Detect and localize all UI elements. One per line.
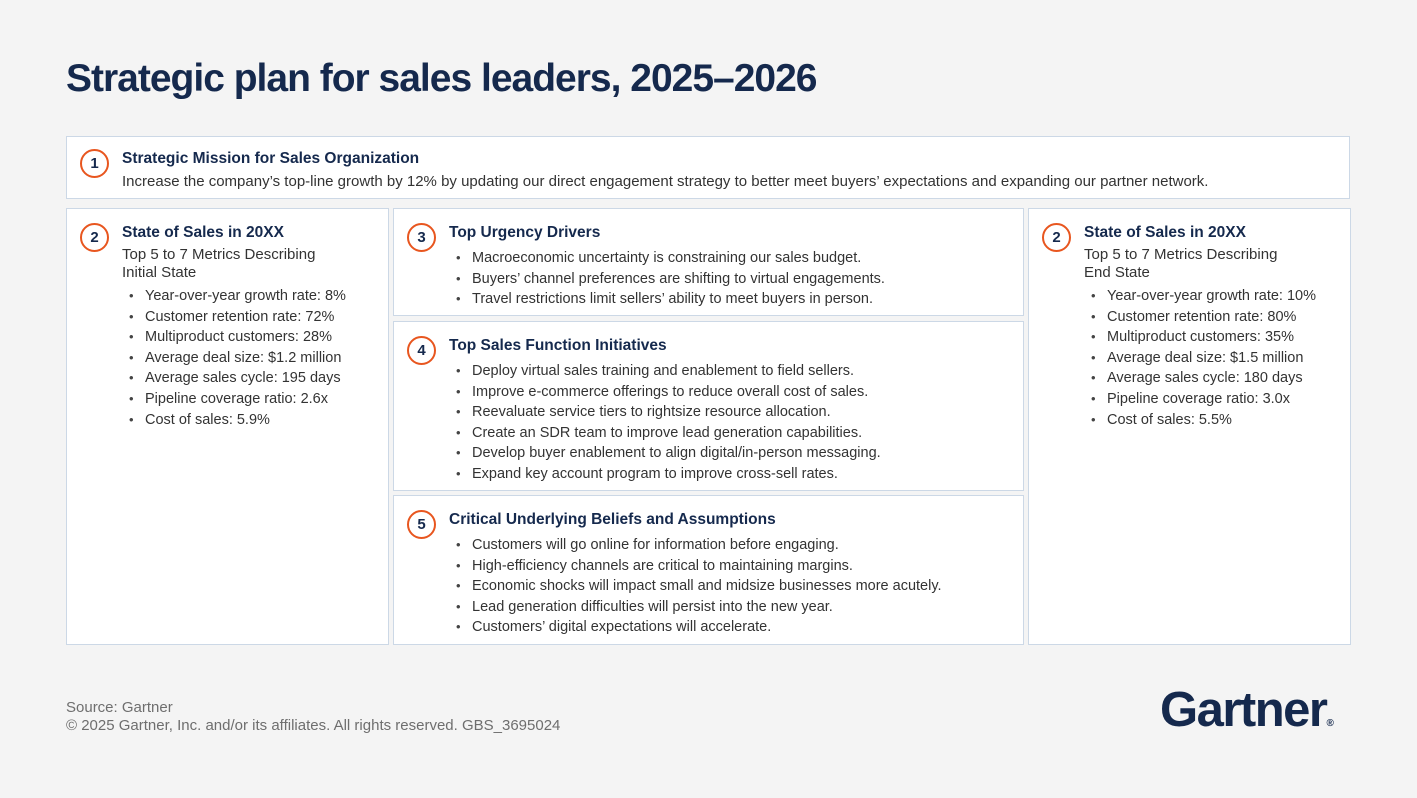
beliefs-list: Customers will go online for information…: [449, 535, 942, 638]
page-title: Strategic plan for sales leaders, 2025–2…: [66, 57, 817, 100]
bullet-item: Lead generation difficulties will persis…: [449, 597, 942, 618]
bullet-item: Average sales cycle: 180 days: [1084, 368, 1316, 389]
copyright-line: © 2025 Gartner, Inc. and/or its affiliat…: [66, 717, 561, 734]
card-strategic-mission: 1 Strategic Mission for Sales Organizati…: [66, 136, 1350, 199]
card-beliefs-assumptions: 5 Critical Underlying Beliefs and Assump…: [393, 495, 1024, 645]
initiatives-title: Top Sales Function Initiatives: [449, 337, 667, 354]
registered-trademark-icon: ®: [1326, 718, 1334, 729]
bullet-item: Reevaluate service tiers to rightsize re…: [449, 402, 881, 423]
card-content: Top Urgency Drivers Macroeconomic uncert…: [449, 222, 885, 310]
bullet-item: Year-over-year growth rate: 8%: [122, 286, 346, 307]
card-row: 1 Strategic Mission for Sales Organizati…: [67, 137, 1349, 205]
bullet-item: Economic shocks will impact small and mi…: [449, 576, 942, 597]
card-content: State of Sales in 20XX Top 5 to 7 Metric…: [122, 222, 346, 430]
subtitle-line-1: Top 5 to 7 Metrics Describing: [1084, 246, 1278, 263]
card-end-state: 2 State of Sales in 20XX Top 5 to 7 Metr…: [1028, 208, 1351, 645]
urgency-drivers-title: Top Urgency Drivers: [449, 224, 601, 241]
subtitle-line-2: Initial State: [122, 263, 197, 281]
bullet-item: Average sales cycle: 195 days: [122, 368, 346, 389]
bullet-item: Expand key account program to improve cr…: [449, 464, 881, 485]
beliefs-title: Critical Underlying Beliefs and Assumpti…: [449, 511, 776, 528]
card-content: Critical Underlying Beliefs and Assumpti…: [449, 509, 942, 638]
bullet-item: Multiproduct customers: 35%: [1084, 327, 1316, 348]
bullet-item: Customer retention rate: 72%: [122, 307, 346, 328]
step-2-end-badge: 2: [1042, 223, 1071, 252]
step-5-badge: 5: [407, 510, 436, 539]
card-row: 3 Top Urgency Drivers Macroeconomic unce…: [394, 209, 1023, 323]
bullet-item: Cost of sales: 5.5%: [1084, 410, 1316, 431]
card-initial-state: 2 State of Sales in 20XX Top 5 to 7 Metr…: [66, 208, 389, 645]
bullet-item: Cost of sales: 5.9%: [122, 410, 346, 431]
initial-state-title: State of Sales in 20XX: [122, 224, 284, 241]
card-sales-initiatives: 4 Top Sales Function Initiatives Deploy …: [393, 321, 1024, 491]
source-line: Source: Gartner: [66, 699, 173, 716]
subtitle-line-1: Top 5 to 7 Metrics Describing: [122, 246, 316, 263]
bullet-item: Pipeline coverage ratio: 2.6x: [122, 389, 346, 410]
bullet-item: Create an SDR team to improve lead gener…: [449, 423, 881, 444]
footer: Source: Gartner © 2025 Gartner, Inc. and…: [66, 699, 560, 735]
mission-title: Strategic Mission for Sales Organization: [122, 150, 420, 167]
end-state-title: State of Sales in 20XX: [1084, 224, 1246, 241]
bullet-item: Customers will go online for information…: [449, 535, 942, 556]
bullet-item: Customers’ digital expectations will acc…: [449, 617, 942, 638]
bullet-item: Improve e-commerce offerings to reduce o…: [449, 382, 881, 403]
card-urgency-drivers: 3 Top Urgency Drivers Macroeconomic unce…: [393, 208, 1024, 316]
initiatives-list: Deploy virtual sales training and enable…: [449, 361, 881, 485]
bullet-item: Pipeline coverage ratio: 3.0x: [1084, 389, 1316, 410]
initial-state-metrics-list: Year-over-year growth rate: 8%Customer r…: [122, 286, 346, 430]
gartner-logo-text: Gartner: [1160, 683, 1328, 737]
mission-statement: Increase the company’s top-line growth b…: [122, 173, 1209, 190]
card-content: State of Sales in 20XX Top 5 to 7 Metric…: [1084, 222, 1316, 430]
gartner-logo: Gartner®: [1160, 682, 1334, 752]
bullet-item: Develop buyer enablement to align digita…: [449, 443, 881, 464]
bullet-item: Deploy virtual sales training and enable…: [449, 361, 881, 382]
urgency-drivers-list: Macroeconomic uncertainty is constrainin…: [449, 248, 885, 310]
card-row: 2 State of Sales in 20XX Top 5 to 7 Metr…: [67, 209, 388, 443]
bullet-item: Year-over-year growth rate: 10%: [1084, 286, 1316, 307]
card-row: 5 Critical Underlying Beliefs and Assump…: [394, 496, 1023, 651]
initial-state-subtitle: Top 5 to 7 Metrics Describing Initial St…: [122, 246, 346, 281]
bullet-item: Buyers’ channel preferences are shifting…: [449, 269, 885, 290]
bullet-item: Macroeconomic uncertainty is constrainin…: [449, 248, 885, 269]
bullet-item: Travel restrictions limit sellers’ abili…: [449, 289, 885, 310]
bullet-item: Average deal size: $1.2 million: [122, 348, 346, 369]
bullet-item: Customer retention rate: 80%: [1084, 307, 1316, 328]
step-2-badge: 2: [80, 223, 109, 252]
subtitle-line-2: End State: [1084, 263, 1150, 281]
card-row: 4 Top Sales Function Initiatives Deploy …: [394, 322, 1023, 498]
card-content: Top Sales Function Initiatives Deploy vi…: [449, 335, 881, 485]
end-state-metrics-list: Year-over-year growth rate: 10%Customer …: [1084, 286, 1316, 430]
card-row: 2 State of Sales in 20XX Top 5 to 7 Metr…: [1029, 209, 1350, 443]
bullet-item: Multiproduct customers: 28%: [122, 327, 346, 348]
step-3-badge: 3: [407, 223, 436, 252]
bullet-item: Average deal size: $1.5 million: [1084, 348, 1316, 369]
bullet-item: High-efficiency channels are critical to…: [449, 556, 942, 577]
end-state-subtitle: Top 5 to 7 Metrics Describing End State: [1084, 246, 1316, 281]
step-1-badge: 1: [80, 149, 109, 178]
step-4-badge: 4: [407, 336, 436, 365]
card-content: Strategic Mission for Sales Organization…: [122, 148, 1208, 192]
